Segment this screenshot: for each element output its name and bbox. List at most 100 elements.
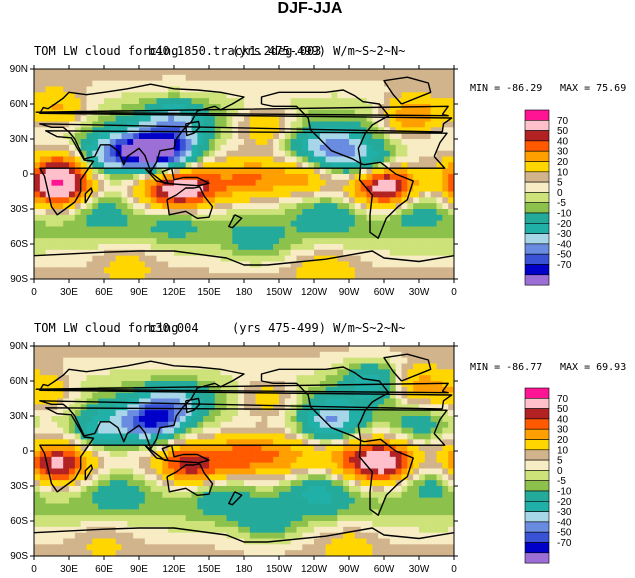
heatmap-cell xyxy=(308,421,315,428)
heatmap-cell xyxy=(51,273,58,279)
heatmap-cell xyxy=(407,69,414,76)
heatmap-cell xyxy=(150,92,157,99)
heatmap-cell xyxy=(249,209,256,216)
heatmap-cell xyxy=(261,86,268,93)
heatmap-cell xyxy=(302,456,309,463)
heatmap-cell xyxy=(127,392,134,399)
heatmap-cell xyxy=(296,515,303,522)
heatmap-cell xyxy=(63,232,70,239)
heatmap-cell xyxy=(424,427,431,434)
heatmap-cell xyxy=(244,474,251,481)
heatmap-cell xyxy=(51,369,58,376)
heatmap-cell xyxy=(127,185,134,192)
heatmap-cell xyxy=(384,232,391,239)
heatmap-cell xyxy=(378,179,385,186)
heatmap-cell xyxy=(191,226,198,233)
heatmap-cell xyxy=(220,98,227,105)
heatmap-cell xyxy=(343,255,350,262)
heatmap-cell xyxy=(34,404,41,411)
heatmap-cell xyxy=(249,421,256,428)
heatmap-cell xyxy=(238,80,245,87)
heatmap-cell xyxy=(150,509,157,516)
heatmap-cell xyxy=(179,226,186,233)
heatmap-cell xyxy=(249,156,256,163)
heatmap-cell xyxy=(226,375,233,382)
heatmap-cell xyxy=(389,185,396,192)
heatmap-cell xyxy=(238,427,245,434)
heatmap-cell xyxy=(442,185,449,192)
heatmap-cell xyxy=(144,69,151,76)
heatmap-cell xyxy=(401,92,408,99)
x-tick-label: 0 xyxy=(31,287,37,298)
heatmap-cell xyxy=(395,386,402,393)
heatmap-cell xyxy=(139,346,146,353)
heatmap-cell xyxy=(284,191,291,198)
heatmap-cell xyxy=(389,232,396,239)
heatmap-cell xyxy=(395,404,402,411)
heatmap-cell xyxy=(413,369,420,376)
heatmap-cell xyxy=(273,445,280,452)
heatmap-cell xyxy=(360,392,367,399)
heatmap-cell xyxy=(407,115,414,122)
heatmap-cell xyxy=(279,416,286,423)
heatmap-cell xyxy=(39,357,46,364)
heatmap-cell xyxy=(185,427,192,434)
heatmap-cell xyxy=(407,80,414,87)
heatmap-cell xyxy=(51,375,58,382)
heatmap-cell xyxy=(395,445,402,452)
heatmap-cell xyxy=(104,421,111,428)
heatmap-cell xyxy=(226,439,233,446)
heatmap-cell xyxy=(80,104,87,111)
heatmap-cell xyxy=(144,139,151,146)
heatmap-cell xyxy=(185,357,192,364)
heatmap-cell xyxy=(261,526,268,533)
heatmap-cell xyxy=(127,526,134,533)
heatmap-cell xyxy=(302,179,309,186)
heatmap-cell xyxy=(424,139,431,146)
x-tick-label: 90W xyxy=(339,287,360,298)
heatmap-cell xyxy=(156,232,163,239)
heatmap-cell xyxy=(191,104,198,111)
heatmap-cell xyxy=(80,255,87,262)
heatmap-cell xyxy=(366,521,373,528)
heatmap-cell xyxy=(209,238,216,245)
heatmap-cell xyxy=(162,497,169,504)
heatmap-cell xyxy=(179,416,186,423)
heatmap-cell xyxy=(51,509,58,516)
heatmap-cell xyxy=(343,144,350,151)
heatmap-cell xyxy=(109,273,116,279)
heatmap-cell xyxy=(267,503,274,510)
heatmap-cell xyxy=(349,109,356,116)
heatmap-cell xyxy=(249,226,256,233)
heatmap-cell xyxy=(378,351,385,358)
heatmap-cell xyxy=(302,127,309,134)
heatmap-cell xyxy=(349,214,356,221)
coastline xyxy=(185,120,201,137)
heatmap-cell xyxy=(331,156,338,163)
heatmap-cell xyxy=(232,439,239,446)
heatmap-cell xyxy=(401,468,408,475)
heatmap-cell xyxy=(372,427,379,434)
heatmap-cell xyxy=(133,346,140,353)
heatmap-cell xyxy=(255,427,262,434)
heatmap-cell xyxy=(133,351,140,358)
legend-label: -70 xyxy=(557,260,572,271)
heatmap-cell xyxy=(407,139,414,146)
heatmap-cell xyxy=(150,456,157,463)
heatmap-cell xyxy=(174,139,181,146)
heatmap-cell xyxy=(63,497,70,504)
heatmap-cell xyxy=(139,445,146,452)
heatmap-cell xyxy=(144,491,151,498)
heatmap-cell xyxy=(366,509,373,516)
heatmap-cell xyxy=(378,203,385,210)
heatmap-cell xyxy=(104,249,111,256)
heatmap-cell xyxy=(419,209,426,216)
heatmap-cell xyxy=(69,209,76,216)
heatmap-cell xyxy=(57,144,64,151)
heatmap-cell xyxy=(139,203,146,210)
heatmap-cell xyxy=(290,156,297,163)
heatmap-cell xyxy=(156,404,163,411)
heatmap-cell xyxy=(325,226,332,233)
heatmap-cell xyxy=(98,421,105,428)
heatmap-cell xyxy=(185,474,192,481)
